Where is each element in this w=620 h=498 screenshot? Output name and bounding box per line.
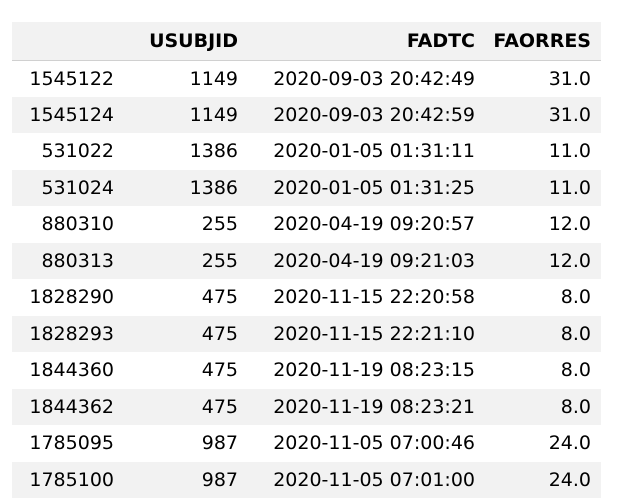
header-row: USUBJID FADTC FAORRES [12, 22, 601, 61]
row-index: 1545124 [29, 103, 114, 126]
table-row: 531022 1386 2020-01-05 01:31:11 11.0 [12, 133, 601, 170]
faorres-cell: 12.0 [548, 213, 591, 236]
usubjid-cell: 1149 [189, 67, 238, 90]
fadtc-cell: 2020-04-19 09:21:03 [273, 249, 475, 272]
fadtc-cell: 2020-04-19 09:20:57 [273, 213, 475, 236]
faorres-cell: 24.0 [548, 432, 591, 455]
faorres-cell: 8.0 [560, 359, 591, 382]
fadtc-cell: 2020-11-19 08:23:21 [273, 395, 475, 418]
table-row: 880310 255 2020-04-19 09:20:57 12.0 [12, 206, 601, 243]
faorres-cell: 24.0 [548, 468, 591, 491]
faorres-cell: 31.0 [548, 103, 591, 126]
fadtc-cell: 2020-11-15 22:21:10 [273, 322, 475, 345]
usubjid-cell: 255 [201, 249, 238, 272]
usubjid-cell: 1149 [189, 103, 238, 126]
fadtc-cell: 2020-11-19 08:23:15 [273, 359, 475, 382]
table-row: 1844360 475 2020-11-19 08:23:15 8.0 [12, 352, 601, 389]
fadtc-cell: 2020-11-05 07:01:00 [273, 468, 475, 491]
row-index: 880310 [41, 213, 114, 236]
faorres-cell: 31.0 [548, 67, 591, 90]
table-row: 1828290 475 2020-11-15 22:20:58 8.0 [12, 279, 601, 316]
fadtc-cell: 2020-09-03 20:42:49 [273, 67, 475, 90]
row-index: 1844360 [29, 359, 114, 382]
usubjid-cell: 1386 [189, 176, 238, 199]
fadtc-cell: 2020-01-05 01:31:25 [273, 176, 475, 199]
usubjid-cell: 475 [201, 286, 238, 309]
faorres-cell: 11.0 [548, 176, 591, 199]
faorres-cell: 8.0 [560, 322, 591, 345]
usubjid-cell: 475 [201, 395, 238, 418]
row-index: 880313 [41, 249, 114, 272]
table-row: 1545124 1149 2020-09-03 20:42:59 31.0 [12, 96, 601, 133]
usubjid-cell: 987 [201, 468, 238, 491]
row-index: 531022 [41, 140, 114, 163]
faorres-cell: 8.0 [560, 395, 591, 418]
row-index: 1785100 [29, 468, 114, 491]
fadtc-cell: 2020-09-03 20:42:59 [273, 103, 475, 126]
fadtc-cell: 2020-11-05 07:00:46 [273, 432, 475, 455]
fadtc-cell: 2020-11-15 22:20:58 [273, 286, 475, 309]
faorres-header: FAORRES [485, 22, 601, 61]
fadtc-header: FADTC [248, 22, 485, 61]
usubjid-header: USUBJID [126, 22, 248, 61]
usubjid-cell: 475 [201, 359, 238, 382]
table-row: 1545122 1149 2020-09-03 20:42:49 31.0 [12, 60, 601, 97]
table-row: 531024 1386 2020-01-05 01:31:25 11.0 [12, 169, 601, 206]
faorres-cell: 8.0 [560, 286, 591, 309]
row-index: 1844362 [29, 395, 114, 418]
row-index: 1545122 [29, 67, 114, 90]
fadtc-cell: 2020-01-05 01:31:11 [273, 140, 475, 163]
usubjid-cell: 255 [201, 213, 238, 236]
row-index: 531024 [41, 176, 114, 199]
table-row: 1828293 475 2020-11-15 22:21:10 8.0 [12, 315, 601, 352]
table-row: 1785100 987 2020-11-05 07:01:00 24.0 [12, 461, 601, 498]
dataframe-table: USUBJID FADTC FAORRES 1545122 1149 2020-… [12, 22, 601, 498]
usubjid-cell: 1386 [189, 140, 238, 163]
usubjid-cell: 987 [201, 432, 238, 455]
table-row: 1785095 987 2020-11-05 07:00:46 24.0 [12, 425, 601, 462]
row-index: 1828293 [29, 322, 114, 345]
index-header [12, 22, 126, 61]
faorres-cell: 11.0 [548, 140, 591, 163]
table-row: 1844362 475 2020-11-19 08:23:21 8.0 [12, 388, 601, 425]
dataframe-output: USUBJID FADTC FAORRES 1545122 1149 2020-… [12, 22, 601, 498]
usubjid-cell: 475 [201, 322, 238, 345]
table-row: 880313 255 2020-04-19 09:21:03 12.0 [12, 242, 601, 279]
row-index: 1785095 [29, 432, 114, 455]
row-index: 1828290 [29, 286, 114, 309]
faorres-cell: 12.0 [548, 249, 591, 272]
